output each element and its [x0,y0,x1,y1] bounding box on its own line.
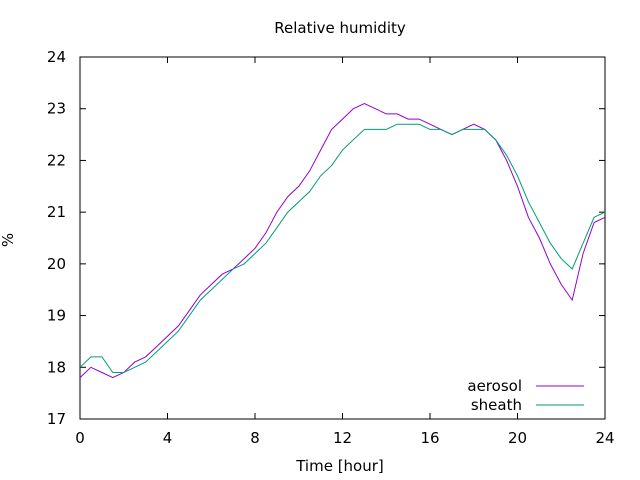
y-tick-label: 20 [47,255,66,273]
chart-title: Relative humidity [274,19,406,37]
series-line-aerosol [79,102,606,379]
y-tick-label: 24 [47,48,66,66]
x-tick-label: 24 [595,429,614,447]
x-tick-label: 4 [163,429,173,447]
x-axis-label: Time [hour] [295,457,384,475]
y-axis-label: % [0,233,17,247]
y-tick-label: 17 [47,410,66,428]
y-tick-label: 21 [47,203,66,221]
series-line-sheath [79,123,606,373]
y-tick-label: 19 [47,307,66,325]
x-tick-label: 8 [250,429,260,447]
x-tick-label: 12 [333,429,352,447]
legend-label-aerosol: aerosol [467,377,522,395]
y-tick-label: 18 [47,358,66,376]
y-tick-label: 22 [47,151,66,169]
x-tick-label: 0 [75,429,85,447]
legend-label-sheath: sheath [471,396,522,414]
x-tick-label: 16 [420,429,439,447]
series-layer [79,102,606,379]
plot-frame [79,56,606,420]
axis-ticks: 0 4 8 12 16 20 24 17 18 19 20 21 22 23 24 [47,48,615,447]
y-tick-label: 23 [47,100,66,118]
x-tick-label: 20 [508,429,527,447]
